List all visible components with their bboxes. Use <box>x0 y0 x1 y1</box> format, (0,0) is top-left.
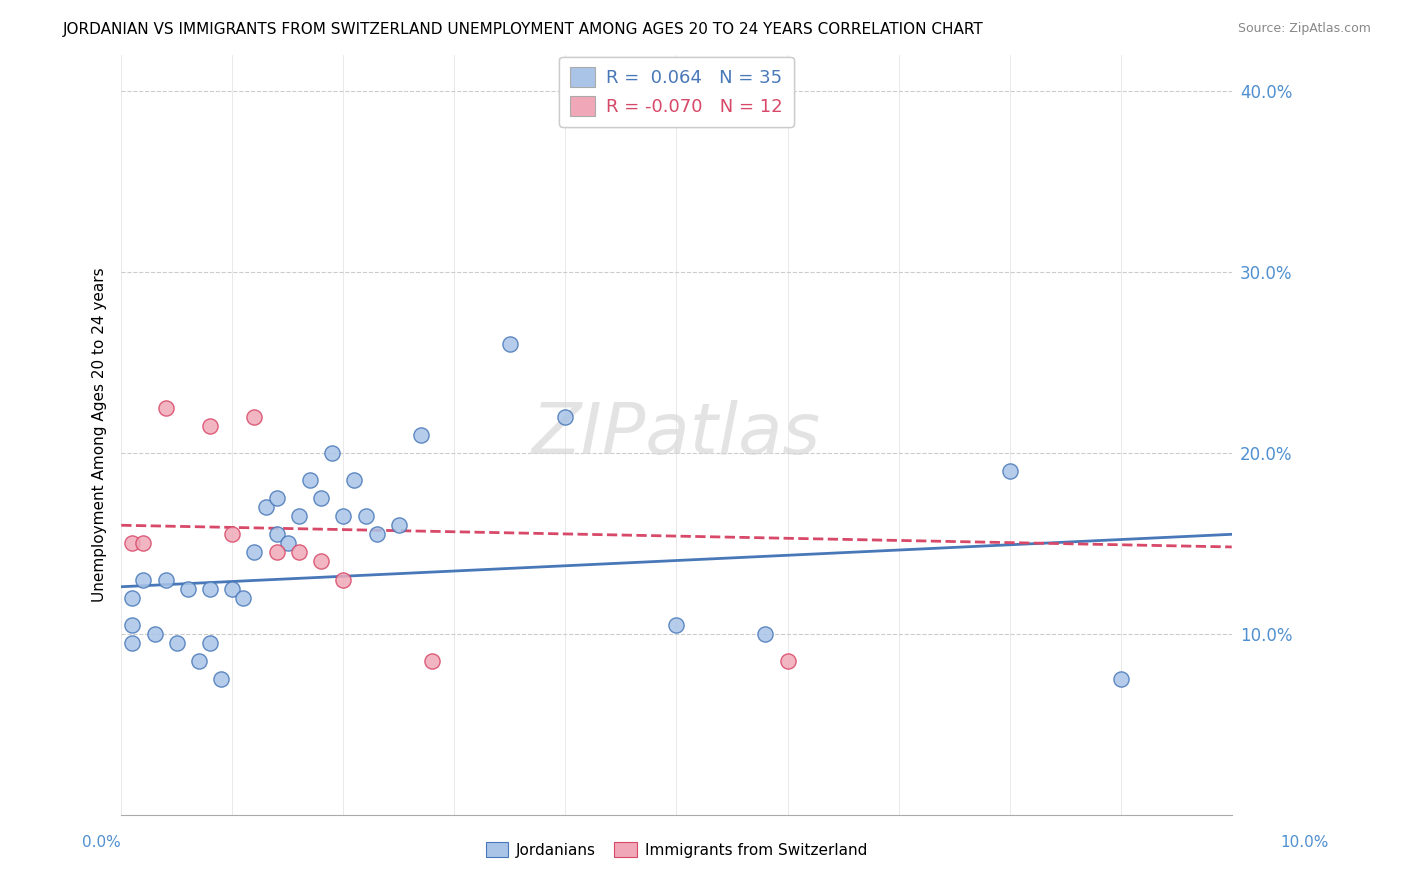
Point <box>309 491 332 505</box>
Point <box>277 536 299 550</box>
Point <box>409 427 432 442</box>
Point <box>221 527 243 541</box>
Y-axis label: Unemployment Among Ages 20 to 24 years: Unemployment Among Ages 20 to 24 years <box>93 268 107 602</box>
Point <box>121 617 143 632</box>
Point <box>132 573 155 587</box>
Point <box>343 473 366 487</box>
Point <box>388 518 411 533</box>
Point <box>998 464 1021 478</box>
Point <box>499 337 522 351</box>
Point <box>665 617 688 632</box>
Point <box>132 536 155 550</box>
Point <box>243 409 266 424</box>
Point <box>198 418 221 433</box>
Point <box>332 509 354 524</box>
Point <box>232 591 254 605</box>
Text: ZIPatlas: ZIPatlas <box>531 401 821 469</box>
Point <box>266 491 288 505</box>
Point <box>121 591 143 605</box>
Legend: R =  0.064   N = 35, R = -0.070   N = 12: R = 0.064 N = 35, R = -0.070 N = 12 <box>560 56 793 127</box>
Point <box>309 554 332 568</box>
Point <box>188 654 211 668</box>
Point <box>321 446 343 460</box>
Point <box>198 636 221 650</box>
Point <box>298 473 321 487</box>
Point <box>243 545 266 559</box>
Point <box>332 573 354 587</box>
Point <box>177 582 200 596</box>
Text: 0.0%: 0.0% <box>82 836 121 850</box>
Point <box>554 409 576 424</box>
Point <box>288 509 311 524</box>
Text: Source: ZipAtlas.com: Source: ZipAtlas.com <box>1237 22 1371 36</box>
Point <box>420 654 443 668</box>
Text: 10.0%: 10.0% <box>1281 836 1329 850</box>
Point <box>366 527 388 541</box>
Point <box>121 536 143 550</box>
Point <box>198 582 221 596</box>
Point <box>121 636 143 650</box>
Point <box>143 626 166 640</box>
Point <box>288 545 311 559</box>
Point <box>776 654 799 668</box>
Point <box>254 500 277 515</box>
Point <box>266 527 288 541</box>
Point <box>754 626 776 640</box>
Point <box>209 672 232 686</box>
Point <box>155 401 177 415</box>
Point <box>166 636 188 650</box>
Point <box>155 573 177 587</box>
Point <box>354 509 377 524</box>
Point <box>1109 672 1132 686</box>
Point <box>266 545 288 559</box>
Text: JORDANIAN VS IMMIGRANTS FROM SWITZERLAND UNEMPLOYMENT AMONG AGES 20 TO 24 YEARS : JORDANIAN VS IMMIGRANTS FROM SWITZERLAND… <box>63 22 984 37</box>
Point <box>221 582 243 596</box>
